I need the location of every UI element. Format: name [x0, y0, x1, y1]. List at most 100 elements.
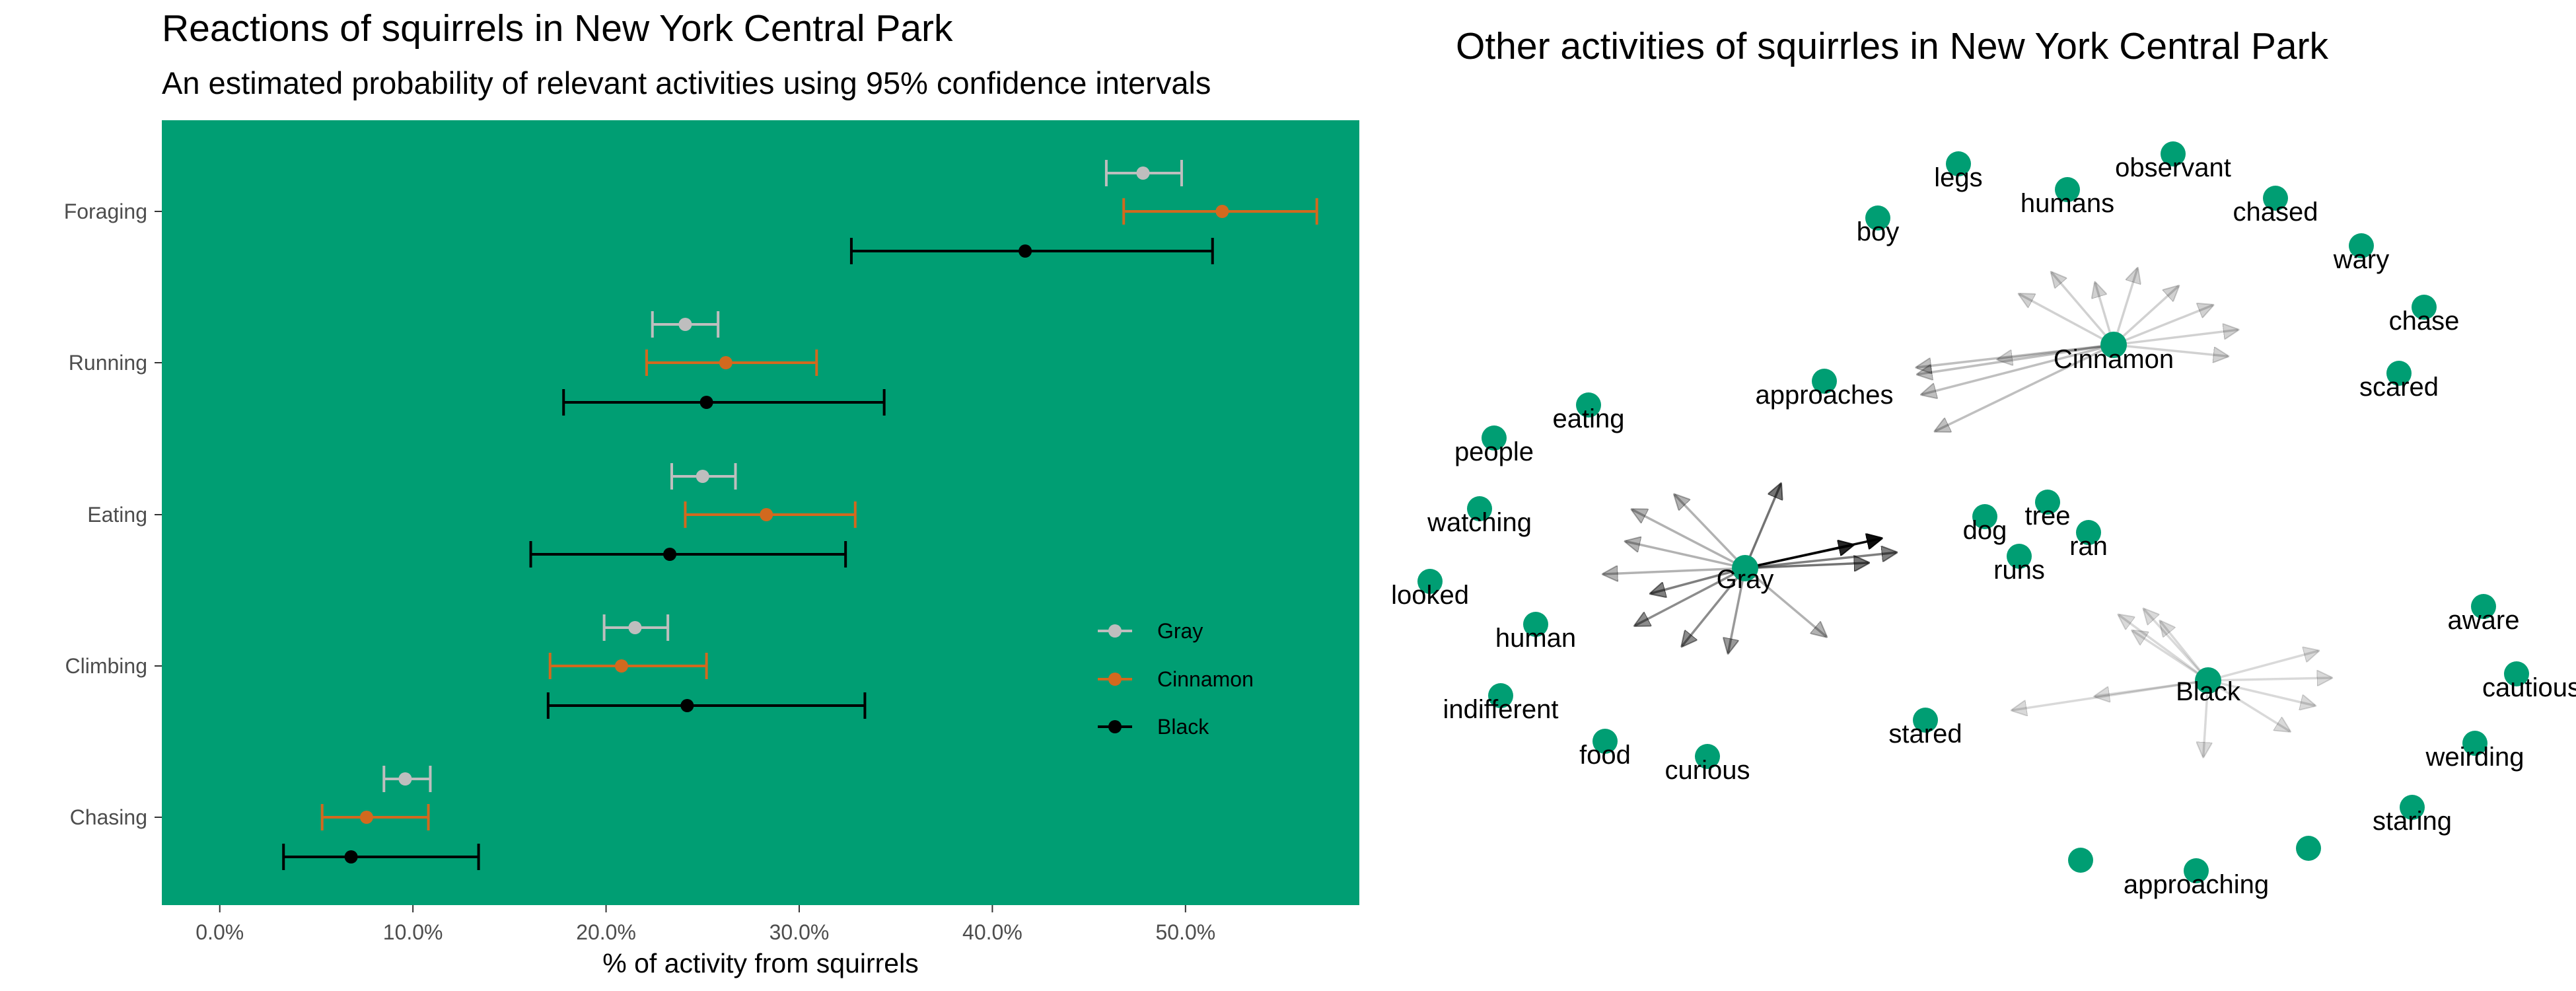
edge-cinnamon-human — [1935, 348, 2106, 431]
node-runs — [2007, 544, 2032, 569]
errorbar-black-foraging — [849, 238, 1214, 264]
activity-errorbar-chart: 0.0% 10.0% 20.0% 30.0% 40.0% 50.0% Foraging Run… — [64, 120, 1359, 978]
node-label-scared: scared — [2359, 373, 2439, 402]
x-axis-title: % of activity from squirrels — [602, 948, 918, 978]
estimate-point — [699, 396, 713, 409]
node-label-indifferent: indifferent — [1443, 695, 1559, 724]
node-approaches — [1812, 369, 1837, 394]
node-chased — [2263, 186, 2288, 211]
node-approaching — [2184, 858, 2209, 883]
edge-cinnamon-boy — [2019, 294, 2106, 342]
hub-label-cinnamon: Cinnamon — [2054, 345, 2174, 374]
estimate-point — [696, 470, 709, 483]
node-label-aware: aware — [2448, 606, 2520, 635]
edge-cinnamon-eating — [1917, 344, 2105, 368]
y-tick-label-chasing: Chasing — [70, 805, 147, 829]
x-tick-label: 50.0% — [1155, 920, 1215, 944]
estimate-point — [359, 811, 373, 824]
node-curious — [1695, 744, 1720, 769]
node-label-chased: chased — [2233, 198, 2318, 227]
hub-node-black — [2195, 667, 2221, 694]
errorbar-gray-foraging — [1104, 160, 1183, 186]
left-chart-subtitle: An estimated probability of relevant act… — [162, 65, 1211, 100]
edge-cinnamon-humans — [2095, 283, 2112, 337]
x-tick-label: 40.0% — [962, 920, 1022, 944]
node-humans — [2055, 177, 2080, 202]
errorbar-gray-eating — [670, 463, 737, 490]
node-label-tree: tree — [2025, 501, 2071, 531]
node-label-chase: chase — [2389, 307, 2460, 336]
edge-gray-people — [1632, 509, 1738, 566]
edge-cinnamon-observant — [2115, 268, 2137, 337]
node-label-boy: boy — [1857, 217, 1900, 246]
estimate-point — [680, 699, 694, 712]
node-label-people: people — [1454, 437, 1534, 466]
estimate-point — [398, 772, 412, 786]
edge-black-weirding — [2217, 681, 2315, 706]
edge-gray-indifferent — [1635, 571, 1738, 625]
node-people — [1482, 425, 1507, 451]
estimate-point — [614, 659, 628, 673]
errorbar-black-climbing — [546, 692, 867, 719]
edge-black-runs — [2133, 631, 2201, 677]
edge-gray-looked — [1603, 569, 1736, 574]
node-observant — [2161, 141, 2186, 166]
estimate-point — [1215, 205, 1229, 218]
node-chase — [2412, 295, 2437, 320]
node-label-food: food — [1579, 741, 1631, 770]
edge-cinnamon-watching — [1922, 346, 2105, 395]
edge-black-aware — [2217, 651, 2318, 680]
errorbar-cinnamon-climbing — [548, 653, 708, 679]
node-unlabeled — [2296, 836, 2321, 861]
estimate-point — [719, 356, 733, 369]
y-tick-label-running: Running — [69, 351, 147, 375]
edge-gray-approaches — [1747, 484, 1781, 560]
node-label-observant: observant — [2115, 153, 2231, 182]
errorbar-cinnamon-running — [645, 349, 818, 376]
network-edges — [1603, 268, 2331, 756]
left-chart-title: Reactions of squirrels in New York Centr… — [162, 7, 953, 50]
legend-label: Cinnamon — [1157, 667, 1254, 691]
node-label-curious: curious — [1665, 756, 1750, 785]
hub-label-gray: Gray — [1717, 565, 1774, 594]
node-label-eating: eating — [1553, 404, 1625, 433]
errorbar-black-chasing — [282, 844, 480, 870]
estimate-point — [1136, 166, 1150, 180]
node-label-dog: dog — [1963, 516, 2007, 545]
edge-black-ran — [2161, 621, 2203, 675]
node-label-stared: stared — [1888, 719, 1962, 749]
x-tick-label: 20.0% — [576, 920, 636, 944]
hub-node-cinnamon — [2100, 332, 2127, 358]
errorbar-black-running — [562, 389, 886, 416]
node-label-cautiously: cautiously — [2482, 673, 2576, 702]
edge-gray-runs — [1754, 563, 1869, 568]
node-wary — [2349, 233, 2374, 258]
errorbar-black-eating — [529, 541, 847, 568]
legend-label: Gray — [1157, 619, 1203, 643]
edge-black-tree — [2144, 609, 2203, 675]
node-label-looked: looked — [1391, 581, 1469, 610]
node-label-humans: humans — [2021, 189, 2114, 218]
edge-gray-stared — [1751, 573, 1826, 636]
chart-legend: Gray Cinnamon Black — [1098, 619, 1254, 739]
errorbar-gray-running — [651, 311, 720, 338]
node-dog — [1972, 504, 1997, 529]
legend-item-cinnamon: Cinnamon — [1098, 667, 1254, 691]
node-human — [1523, 612, 1548, 637]
edge-black-staring — [2215, 684, 2290, 731]
node-aware — [2471, 594, 2496, 619]
errorbar-gray-climbing — [602, 614, 670, 641]
edge-black-cautiously — [2217, 678, 2332, 680]
estimate-point — [678, 318, 692, 331]
edge-cinnamon-chased — [2120, 286, 2178, 340]
hub-label-black: Black — [2176, 677, 2241, 706]
legend-item-black: Black — [1098, 715, 1209, 739]
edge-cinnamon-chase — [2122, 330, 2238, 346]
node-watching — [1467, 496, 1492, 521]
node-eating — [1576, 392, 1601, 418]
node-tree — [2035, 490, 2060, 515]
edge-cinnamon-legs — [2052, 272, 2109, 339]
y-tick-label-foraging: Foraging — [64, 200, 147, 223]
node-label-weirding: weirding — [2425, 743, 2524, 772]
